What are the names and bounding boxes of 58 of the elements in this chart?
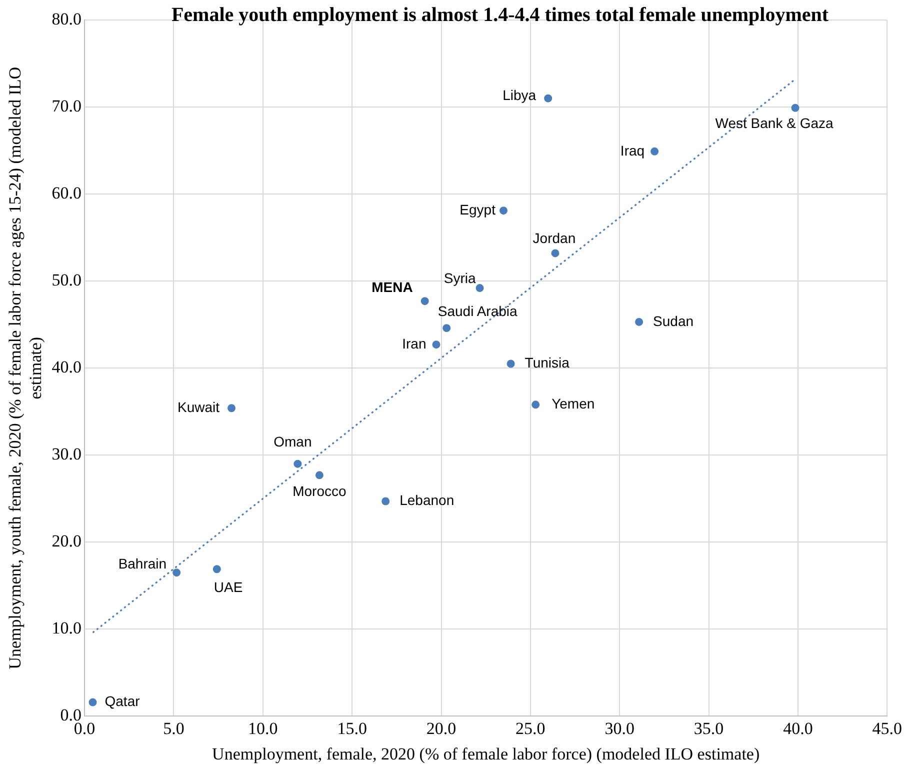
annotation: West Bank & Gaza	[715, 114, 834, 131]
point	[635, 318, 644, 326]
point	[432, 340, 440, 349]
x-tick-label: 30.0	[604, 718, 634, 738]
point	[420, 297, 429, 306]
point	[382, 497, 390, 506]
y-tick-label: 60.0	[52, 184, 82, 203]
point	[506, 360, 515, 368]
annotation: Iran	[402, 335, 426, 352]
annotation: MENA	[372, 278, 413, 295]
point	[442, 324, 451, 332]
annotation: Bahrain	[118, 555, 167, 572]
point	[476, 284, 484, 292]
x-axis-title: Unemployment, female, 2020 (% of female labor force) (modeled ILO estimate)	[212, 744, 760, 764]
y-tick-label: 10.0	[52, 618, 82, 638]
annotation: Syria	[444, 270, 476, 286]
point	[212, 565, 221, 574]
point	[228, 404, 236, 412]
annotation: Oman	[274, 434, 312, 450]
y-tick-label: 20.0	[52, 532, 82, 551]
x-tick-label: 25.0	[516, 718, 546, 738]
annotation: Sudan	[653, 312, 694, 329]
annotation: Jordan	[532, 230, 576, 246]
annotation: Tunisia	[524, 354, 570, 371]
annotation: Qatar	[104, 693, 140, 710]
x-tick-label: 10.0	[248, 718, 278, 738]
annotation: Lebanon	[400, 492, 454, 508]
point	[650, 147, 659, 156]
point	[88, 698, 97, 706]
chart-title: Female youth employment is almost 1.4-4.4 times total female unemployment	[170, 4, 830, 27]
annotation: Morocco	[292, 483, 346, 499]
y-tick-label: 70.0	[52, 96, 82, 116]
annotation: Libya	[502, 87, 536, 104]
point	[791, 104, 800, 112]
y-tick-label: 80.0	[52, 9, 82, 28]
x-tick-label: 20.0	[426, 718, 456, 738]
point	[172, 568, 181, 577]
x-tick-label: 5.0	[163, 718, 184, 738]
point	[544, 94, 552, 102]
y-tick-label: 30.0	[52, 444, 82, 464]
point	[551, 249, 560, 258]
y-tick-label: 50.0	[52, 270, 82, 290]
annotation: Yemen	[552, 396, 595, 412]
y-axis-title: Unemployment, youth female, 2020 (% of female labor force ages 15-24) (modeled ILO estimate)	[6, 66, 46, 670]
x-tick-label: 35.0	[694, 718, 724, 738]
x-tick-label: 15.0	[337, 718, 367, 738]
annotation: UAE	[214, 578, 243, 595]
annotation: Kuwait	[177, 398, 220, 415]
point	[499, 206, 508, 215]
x-tick-label: 45.0	[872, 718, 902, 738]
point	[294, 460, 302, 468]
point	[315, 471, 324, 480]
y-tick-label: 40.0	[52, 358, 82, 377]
annotation: Egypt	[460, 201, 496, 218]
x-tick-label: 40.0	[783, 718, 813, 738]
annotation: Iraq	[620, 142, 645, 158]
annotation: Saudi Arabia	[438, 302, 518, 319]
point	[532, 400, 540, 409]
